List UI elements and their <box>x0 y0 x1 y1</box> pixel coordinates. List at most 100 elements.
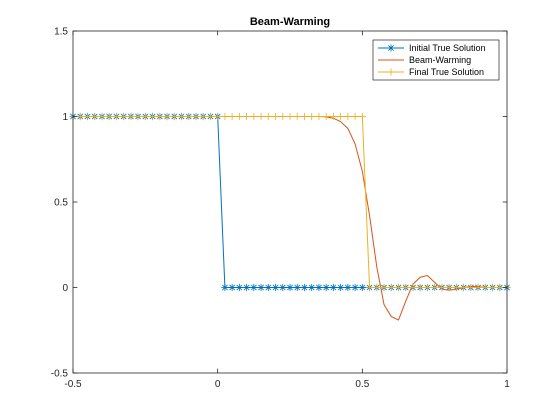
data-point <box>250 283 258 292</box>
data-point <box>431 283 439 292</box>
data-point <box>308 112 316 121</box>
x-tick-label: 0 <box>215 379 221 390</box>
data-point <box>214 112 222 121</box>
y-tick-label: -0.5 <box>51 369 69 380</box>
data-point <box>243 283 251 292</box>
data-point <box>170 112 178 121</box>
data-point <box>358 283 366 292</box>
data-point-stroke <box>330 284 337 291</box>
data-point <box>279 283 287 292</box>
data-point <box>112 112 120 121</box>
data-point <box>177 112 186 121</box>
x-tick-label: 0.5 <box>355 379 369 390</box>
data-point <box>134 112 142 121</box>
data-point <box>344 112 352 121</box>
data-point-stroke <box>352 284 358 291</box>
series-line <box>73 116 507 321</box>
data-point-stroke <box>323 284 330 291</box>
data-point <box>228 283 236 292</box>
data-point <box>351 283 359 292</box>
data-point <box>452 283 460 292</box>
data-point <box>293 283 301 292</box>
data-point <box>185 112 193 121</box>
data-point <box>329 283 337 292</box>
data-point <box>279 112 287 121</box>
x-tick-label: -0.5 <box>64 379 82 390</box>
data-point <box>91 112 99 121</box>
data-point-stroke <box>294 284 301 291</box>
x-tick-label: 1 <box>504 379 510 390</box>
data-point-stroke <box>243 284 250 291</box>
legend-marker-0-stroke <box>388 45 394 51</box>
data-point <box>373 283 381 292</box>
data-point-stroke <box>337 284 344 291</box>
data-point-stroke <box>222 284 228 291</box>
data-point <box>271 283 280 292</box>
y-tick-label: 1.5 <box>54 27 68 38</box>
data-point <box>286 112 294 121</box>
data-point <box>496 283 504 292</box>
data-point <box>416 283 424 292</box>
data-point <box>148 112 157 121</box>
data-point <box>235 283 243 292</box>
data-point <box>120 112 128 121</box>
data-point <box>337 283 345 292</box>
data-point <box>481 283 489 292</box>
data-point <box>315 283 323 292</box>
data-point <box>322 112 330 121</box>
data-point <box>423 283 432 292</box>
data-point <box>474 283 482 292</box>
data-point <box>250 112 258 121</box>
data-point <box>243 112 251 121</box>
data-point <box>488 283 497 292</box>
y-tick-label: 1 <box>62 112 68 123</box>
data-point-stroke <box>258 284 264 291</box>
chart-title: Beam-Warming <box>250 16 330 28</box>
data-point-stroke <box>308 284 315 291</box>
data-point <box>206 112 215 121</box>
data-point <box>409 283 417 292</box>
data-point <box>83 112 92 121</box>
data-point <box>308 283 316 292</box>
legend-marker-0 <box>387 44 395 52</box>
legend-marker-2 <box>387 68 395 76</box>
data-point <box>322 283 330 292</box>
data-point <box>271 112 280 121</box>
data-point <box>467 283 475 292</box>
data-point-stroke <box>272 284 279 291</box>
data-point <box>337 112 345 121</box>
data-point <box>221 283 229 292</box>
data-point-stroke <box>229 284 236 291</box>
data-point-stroke <box>344 284 351 291</box>
data-point-stroke <box>316 284 322 291</box>
data-point <box>235 112 243 121</box>
data-point <box>329 112 337 121</box>
data-point <box>344 283 352 292</box>
data-point-stroke <box>265 284 272 291</box>
data-point <box>387 283 395 292</box>
legend: Initial True Solution Beam-Warming Final T… <box>372 39 500 81</box>
data-point <box>156 112 164 121</box>
ticks-layer: -0.5 0 0.5 1 -0.5 0 0.5 1 1.5 <box>51 27 510 391</box>
data-point <box>300 112 309 121</box>
data-point-stroke <box>301 284 308 291</box>
data-point <box>438 283 446 292</box>
data-point <box>315 112 323 121</box>
data-point <box>293 112 301 121</box>
data-point <box>380 283 388 292</box>
data-point-stroke <box>236 284 243 291</box>
data-point <box>221 112 229 121</box>
data-point <box>163 112 171 121</box>
data-point <box>300 283 309 292</box>
data-point <box>358 112 366 121</box>
legend-label-0: Initial True Solution <box>409 43 486 53</box>
series-layer <box>69 112 511 321</box>
data-point <box>264 283 272 292</box>
legend-label-1: Beam-Warming <box>409 55 471 65</box>
data-point-stroke <box>287 284 293 291</box>
y-tick-label: 0.5 <box>54 198 68 209</box>
y-tick-label: 0 <box>62 283 68 294</box>
data-point <box>105 112 113 121</box>
data-point-stroke <box>250 284 257 291</box>
